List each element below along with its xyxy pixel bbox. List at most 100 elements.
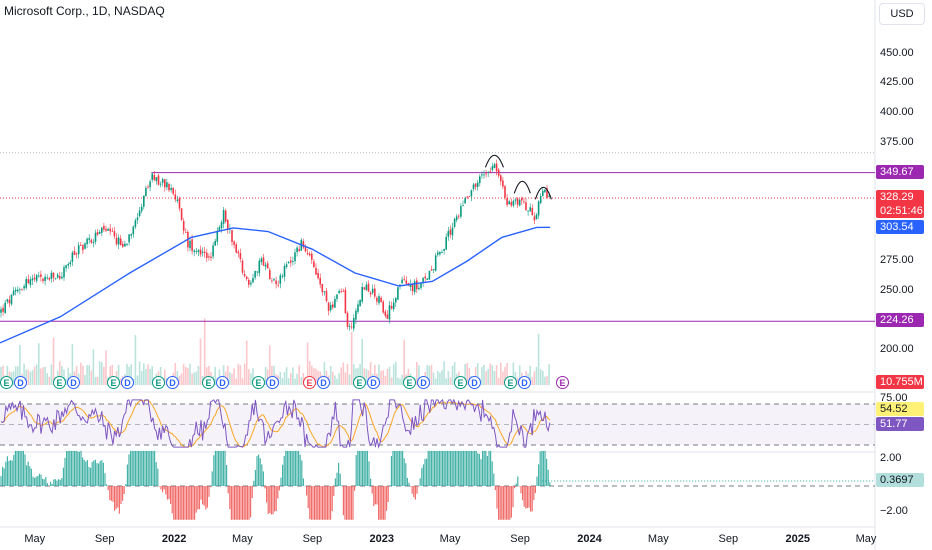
candle-body [12,290,15,295]
volume-bar [332,371,334,385]
candle-body [443,248,445,251]
volume-bar [229,372,231,385]
currency-selector[interactable]: USD [879,3,925,25]
earnings-event-icon[interactable]: E [504,376,517,389]
candle-body [266,263,269,269]
volume-bar [50,364,53,385]
candle-body [218,227,221,231]
macd-histogram-bar [522,486,524,501]
volume-bar [80,362,82,385]
earnings-event-icon[interactable]: E [252,376,265,389]
candle-body [487,172,489,173]
volume-bar [187,367,189,385]
macd-histogram-bar [248,486,250,520]
dividend-event-icon[interactable]: D [317,376,330,389]
time-tick: 2022 [161,533,187,545]
dividend-event-icon[interactable]: D [417,376,430,389]
candle-body [14,289,17,292]
macd-histogram-bar [408,482,410,486]
dividend-event-icon[interactable]: D [518,376,531,389]
candle-body [458,215,460,217]
volume-bar [529,365,531,385]
earnings-event-icon[interactable]: E [0,376,13,389]
macd-histogram-bar [150,450,152,486]
candle-body [130,234,132,236]
earnings-event-icon[interactable]: E [152,376,165,389]
macd-histogram-bar [48,486,50,487]
earnings-event-icon[interactable]: E [303,376,316,389]
rsi-badge: 51.77 [876,417,924,431]
volume-bar [233,368,235,385]
rsi-pane [0,398,875,450]
macd-histogram-bar [168,486,170,500]
macd-histogram-bar [459,450,461,486]
macd-histogram-bar [445,450,447,486]
volume-bar [306,342,309,385]
macd-histogram-bar [389,485,391,487]
macd-histogram-bar [488,450,490,486]
volume-bar [48,376,51,385]
candle-body [73,251,76,255]
dividend-event-icon[interactable]: D [468,376,481,389]
macd-histogram-bar [141,450,143,486]
candle-body [31,278,34,281]
macd-histogram-bar [88,466,90,486]
earnings-event-icon[interactable]: E [454,376,467,389]
macd-histogram-bar [438,450,440,486]
macd-histogram-bar [542,450,544,486]
volume-bar [533,371,536,385]
macd-histogram-bar [205,486,207,510]
candle-body [134,220,137,228]
volume-bar [27,369,30,385]
dividend-event-icon[interactable]: D [14,376,27,389]
macd-histogram-bar [326,486,328,520]
dividend-event-icon[interactable]: D [166,376,179,389]
volume-bar [84,374,86,385]
macd-histogram-bar [152,450,154,486]
dividend-event-icon[interactable]: D [67,376,80,389]
macd-histogram-bar [342,486,344,516]
macd-histogram-bar [139,450,141,486]
dividend-event-icon[interactable]: D [121,376,134,389]
macd-histogram-bar [149,450,151,486]
volume-bar [2,365,4,385]
candle-body [430,269,433,271]
macd-histogram-bar [334,478,336,486]
volume-bar [128,366,130,385]
macd-histogram-bar [482,450,484,486]
earnings-event-icon[interactable]: E [202,376,215,389]
macd-histogram-bar [117,486,119,508]
macd-histogram-bar [549,482,551,486]
macd-histogram-bar [306,486,308,496]
volume-bar [243,363,246,385]
volume-bar [35,364,38,385]
dividend-event-icon[interactable]: D [216,376,229,389]
earnings-event-icon[interactable]: E [403,376,416,389]
volume-bar [88,365,90,385]
macd-histogram-bar [77,451,79,486]
volume-bar [271,365,273,385]
earnings-event-icon[interactable]: E [53,376,66,389]
macd-histogram-bar [538,464,540,486]
candle-body [506,198,508,205]
macd-histogram-bar [544,450,546,486]
earnings-event-icon[interactable]: E [107,376,120,389]
volume-bar [350,331,353,385]
macd-histogram-bar [517,476,519,486]
macd-histogram-bar [234,486,236,520]
candle-body [197,250,200,252]
earnings-event-icon[interactable]: E [353,376,366,389]
candle-body [403,278,405,280]
candle-body [277,284,279,286]
macd-histogram-bar [42,478,44,486]
candle-body [308,253,311,256]
volume-bar [531,377,534,385]
macd-histogram-bar [30,468,32,486]
dividend-event-icon[interactable]: D [266,376,279,389]
candle-body [248,279,250,285]
dividend-event-icon[interactable]: D [367,376,380,389]
level-badge-upper: 349.67 [876,165,924,179]
earnings-event-icon[interactable]: E [556,376,569,389]
volume-bar [476,363,479,385]
